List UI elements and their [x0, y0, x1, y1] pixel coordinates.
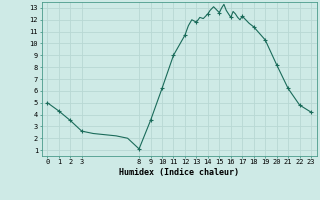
X-axis label: Humidex (Indice chaleur): Humidex (Indice chaleur) — [119, 168, 239, 177]
